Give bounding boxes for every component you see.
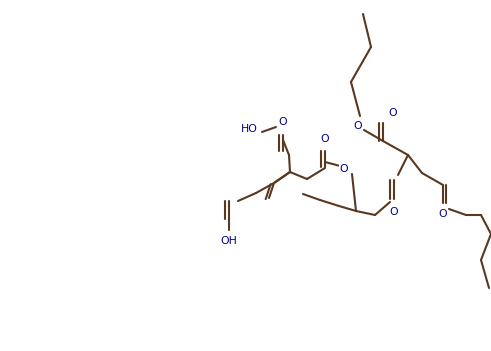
Text: O: O — [279, 117, 287, 127]
Text: O: O — [388, 108, 397, 118]
Text: O: O — [390, 207, 398, 217]
Text: O: O — [321, 134, 329, 144]
Text: O: O — [438, 209, 447, 219]
Text: O: O — [354, 121, 362, 131]
Text: OH: OH — [220, 236, 238, 246]
Text: HO: HO — [241, 124, 258, 134]
Text: O: O — [339, 164, 348, 174]
